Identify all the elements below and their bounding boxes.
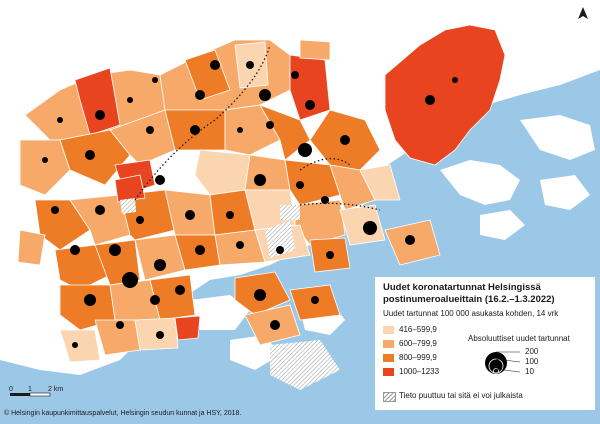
scale-labels: 0 1 2 km [9,386,69,400]
legend-class-1: 416–599,9 [383,324,463,336]
legend-swatch-3 [383,354,394,362]
east-area [384,24,506,166]
legend-class-label-2: 600–799,9 [399,339,437,348]
north-arrow-icon [578,7,588,19]
bubbles [42,60,458,348]
legend-absolute-100: 100 [525,357,539,366]
legend-class-2: 600–799,9 [383,338,463,350]
legend-subtitle: Uudet tartunnat 100 000 asukasta kohden,… [383,309,559,318]
missing-area-2 [280,205,300,220]
islands-east [440,115,595,240]
legend-absolute-title: Absoluuttiset uudet tartunnat [468,334,570,343]
missing-area-1 [265,220,295,258]
legend-class-label-4: 1000–1233 [399,367,440,376]
legend-swatch-2 [383,340,394,348]
scale-label-2: 2 km [48,386,64,393]
scale-label-0: 0 [9,386,13,393]
legend: Uudet koronatartunnat Helsingissä postin… [375,277,595,410]
missing-area-3 [270,340,340,390]
credit: © Helsingin kaupunkimittauspalvelut, Hel… [4,410,242,417]
legend-bubble-icon [485,351,520,374]
legend-class-label-1: 416–599,9 [399,325,437,334]
legend-class-label-3: 800–999,9 [399,353,437,362]
legend-missing-swatch [383,392,396,402]
city-boundary [134,44,381,211]
legend-title: Uudet koronatartunnat Helsingissä postin… [383,282,555,305]
legend-absolute-10: 10 [525,367,534,376]
scale-label-1: 1 [28,386,32,393]
legend-swatch-1 [383,326,394,334]
legend-class-4: 1000–1233 [383,366,463,378]
legend-missing-label: Tieto puuttuu tai sitä ei voi julkaista [399,391,523,400]
legend-absolute-200: 200 [525,347,539,356]
scale-bar [10,392,51,397]
missing-area-4 [120,198,136,214]
legend-class-3: 800–999,9 [383,352,463,364]
legend-swatch-4 [383,368,394,376]
